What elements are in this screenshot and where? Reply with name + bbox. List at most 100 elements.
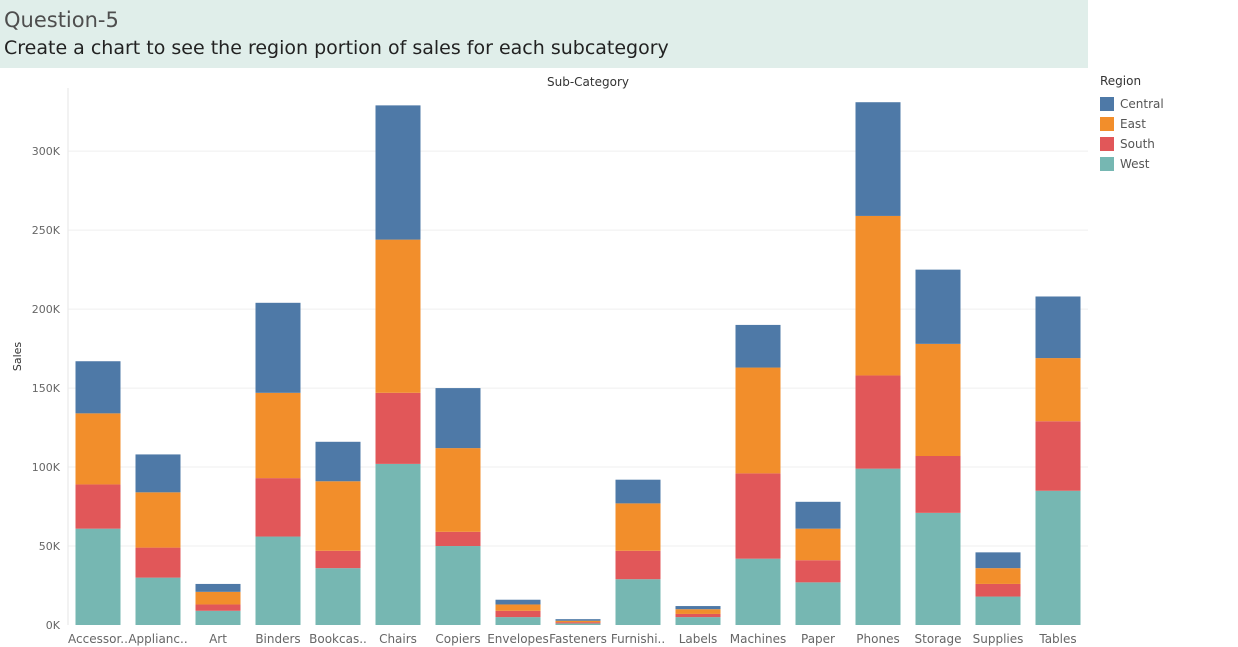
y-tick-label: 200K xyxy=(32,303,61,316)
bar-tables-central xyxy=(1035,296,1081,359)
x-tick-label: Fasteners xyxy=(549,632,607,646)
bar-tables-east xyxy=(1035,358,1081,422)
bar-chairs-south xyxy=(375,392,421,464)
legend-swatch xyxy=(1100,157,1114,171)
x-tick-label: Accessor.. xyxy=(68,632,128,646)
x-tick-label: Tables xyxy=(1038,632,1076,646)
bar-fasteners-west xyxy=(555,623,601,625)
x-tick-label: Binders xyxy=(255,632,300,646)
bar-chairs-west xyxy=(375,463,421,625)
x-tick-label: Labels xyxy=(679,632,718,646)
y-tick-label: 100K xyxy=(32,461,61,474)
x-tick-label: Chairs xyxy=(379,632,417,646)
x-tick-label: Applianc.. xyxy=(128,632,187,646)
bar-phones-south xyxy=(855,375,901,469)
bar-fasteners-central xyxy=(555,619,601,621)
bar-supplies-south xyxy=(975,583,1021,597)
bar-labels-central xyxy=(675,606,721,610)
bar-storage-central xyxy=(915,269,961,344)
legend-label: East xyxy=(1120,117,1146,131)
bar-copiers-west xyxy=(435,546,481,625)
bar-furnishings-east xyxy=(615,503,661,551)
bar-envelopes-east xyxy=(495,604,541,611)
bar-labels-east xyxy=(675,609,721,614)
legend-items: Central East South West xyxy=(1100,94,1230,174)
x-tick-label: Copiers xyxy=(435,632,480,646)
x-tick-label: Supplies xyxy=(973,632,1024,646)
bar-art-west xyxy=(195,610,241,625)
legend-item-east[interactable]: East xyxy=(1100,114,1230,134)
bar-supplies-west xyxy=(975,596,1021,625)
bar-binders-central xyxy=(255,302,301,393)
bar-bookcases-east xyxy=(315,481,361,551)
bar-tables-south xyxy=(1035,421,1081,491)
legend-item-central[interactable]: Central xyxy=(1100,94,1230,114)
y-tick-label: 50K xyxy=(39,540,61,553)
bar-bookcases-west xyxy=(315,568,361,625)
bar-appliances-south xyxy=(135,547,181,578)
legend-label: South xyxy=(1120,137,1155,151)
legend: Region Central East South West xyxy=(1100,74,1230,174)
legend-swatch xyxy=(1100,137,1114,151)
header-banner: Question-5 Create a chart to see the reg… xyxy=(0,0,1088,68)
bar-fasteners-south xyxy=(555,622,601,624)
bar-accessories-east xyxy=(75,413,121,485)
bar-storage-east xyxy=(915,343,961,457)
bar-fasteners-east xyxy=(555,620,601,623)
legend-item-south[interactable]: South xyxy=(1100,134,1230,154)
bar-accessories-central xyxy=(75,361,121,414)
stacked-bar-chart: Sub-Category 0K 50K 100K 150K 200K 250K 300K Sal… xyxy=(11,75,1088,646)
y-tick-label: 300K xyxy=(32,145,61,158)
bar-paper-east xyxy=(795,528,841,561)
bar-envelopes-west xyxy=(495,617,541,625)
x-tick-label: Art xyxy=(209,632,227,646)
legend-swatch xyxy=(1100,97,1114,111)
bar-copiers-south xyxy=(435,531,481,547)
bar-paper-south xyxy=(795,560,841,583)
bar-furnishings-central xyxy=(615,479,661,504)
bar-bookcases-central xyxy=(315,441,361,482)
bar-appliances-east xyxy=(135,492,181,548)
bar-storage-west xyxy=(915,512,961,625)
legend-label: Central xyxy=(1120,97,1164,111)
bar-paper-central xyxy=(795,501,841,529)
x-tick-label: Paper xyxy=(801,632,835,646)
bar-supplies-central xyxy=(975,552,1021,569)
bar-appliances-west xyxy=(135,577,181,625)
bar-art-central xyxy=(195,583,241,592)
bar-supplies-east xyxy=(975,568,1021,584)
x-tick-label: Storage xyxy=(915,632,962,646)
bar-chairs-central xyxy=(375,105,421,240)
bar-labels-west xyxy=(675,617,721,625)
y-tick-label: 250K xyxy=(32,224,61,237)
bar-accessories-south xyxy=(75,484,121,529)
bar-machines-central xyxy=(735,324,781,368)
bar-machines-east xyxy=(735,367,781,474)
legend-label: West xyxy=(1120,157,1150,171)
bar-appliances-central xyxy=(135,454,181,493)
bar-binders-west xyxy=(255,536,301,625)
x-tick-label: Envelopes xyxy=(487,632,549,646)
bar-copiers-east xyxy=(435,448,481,532)
bar-chairs-east xyxy=(375,239,421,393)
question-number: Question-5 xyxy=(4,8,119,32)
bar-binders-east xyxy=(255,392,301,479)
bar-storage-south xyxy=(915,456,961,513)
bar-machines-south xyxy=(735,473,781,559)
bar-furnishings-west xyxy=(615,579,661,625)
x-tick-label: Machines xyxy=(730,632,786,646)
legend-item-west[interactable]: West xyxy=(1100,154,1230,174)
question-prompt: Create a chart to see the region portion… xyxy=(4,37,669,59)
x-tick-label: Bookcas.. xyxy=(309,632,367,646)
legend-swatch xyxy=(1100,117,1114,131)
bar-art-south xyxy=(195,604,241,611)
legend-title: Region xyxy=(1100,74,1142,88)
y-tick-label: 150K xyxy=(32,382,61,395)
bar-phones-west xyxy=(855,468,901,625)
y-tick-label: 0K xyxy=(46,619,61,632)
bar-copiers-central xyxy=(435,388,481,449)
bar-accessories-west xyxy=(75,528,121,625)
bar-tables-west xyxy=(1035,490,1081,625)
bar-phones-east xyxy=(855,215,901,376)
bar-binders-south xyxy=(255,478,301,537)
